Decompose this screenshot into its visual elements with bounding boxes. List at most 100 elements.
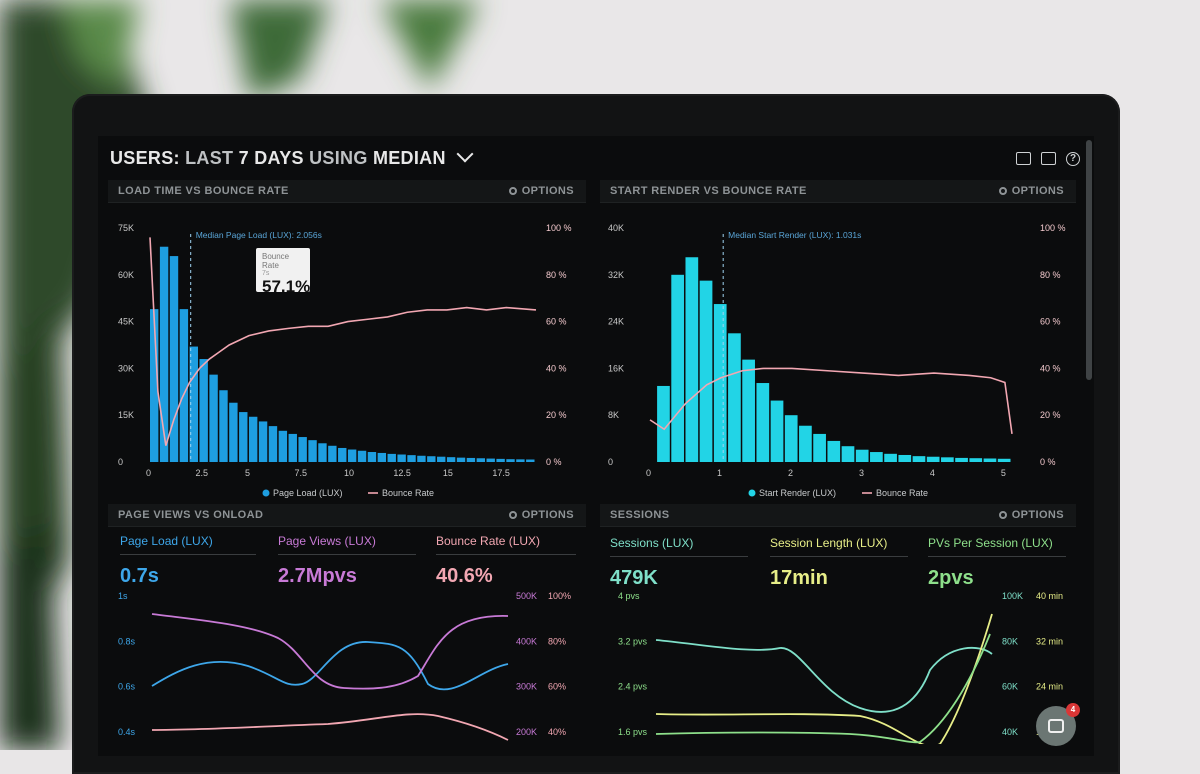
histogram-bar <box>150 309 159 462</box>
y-tick-label: 3.2 pvs <box>618 636 648 646</box>
x-tick-label: 2.5 <box>195 468 208 478</box>
panel-sessions: SESSIONS OPTIONS Sessions (LUX) 479K Ses… <box>600 504 1076 756</box>
y-right-tick-label: 60% <box>548 682 566 692</box>
metric-value: 2.7Mpvs <box>278 565 357 587</box>
options-button[interactable]: OPTIONS <box>508 509 574 521</box>
metric-label: PVs Per Session (LUX) <box>928 536 1066 557</box>
y-tick-label: 30K <box>118 363 134 373</box>
pvs-line <box>655 633 991 744</box>
legend-label-line: Bounce Rate <box>382 488 434 498</box>
y-right-tick-label: 40 min <box>1036 591 1063 601</box>
x-tick-label: 0 <box>646 468 651 478</box>
histogram-bar <box>328 445 337 462</box>
dashboard-screen: USERS: LAST 7 DAYS USING MEDIAN ? LOAD T… <box>98 136 1094 756</box>
y-right-tick-label: 60K <box>1002 682 1018 692</box>
y-tick-label: 0.8s <box>118 636 136 646</box>
chevron-down-icon[interactable] <box>456 145 474 163</box>
legend-label-bars: Start Render (LUX) <box>759 488 836 498</box>
histogram-bar <box>427 456 436 462</box>
y-tick-label: 15K <box>118 410 134 420</box>
histogram-bar <box>870 452 883 462</box>
histogram-bar <box>397 454 406 462</box>
y-tick-label: 4 pvs <box>618 591 640 601</box>
x-tick-label: 1 <box>717 468 722 478</box>
help-icon[interactable]: ? <box>1066 152 1080 166</box>
y-right-tick-label: 0 % <box>1040 457 1056 467</box>
legend-swatch-bars <box>262 489 270 497</box>
histogram-bar <box>713 304 727 462</box>
y-tick-label: 1.6 pvs <box>618 727 648 737</box>
page-views-line <box>151 613 509 690</box>
y-right-tick-label: 100 % <box>1040 223 1066 233</box>
bounce-rate-tooltip: Bounce Rate 7s 57.1% <box>256 248 310 296</box>
histogram-bar <box>486 458 495 462</box>
histogram-bar <box>248 416 258 462</box>
options-button[interactable]: OPTIONS <box>998 509 1064 521</box>
histogram-bar <box>367 452 377 462</box>
x-tick-label: 3 <box>859 468 864 478</box>
dashboard-title[interactable]: USERS: LAST 7 DAYS USING MEDIAN <box>110 145 474 169</box>
metric-value: 479K <box>610 567 658 589</box>
histogram-bar <box>298 437 307 462</box>
title-using-label: USING <box>309 148 368 168</box>
metric-label: Sessions (LUX) <box>610 536 748 557</box>
histogram-bar <box>437 456 446 462</box>
y-right-tick-label: 80K <box>1002 636 1018 646</box>
y-tick-label: 75K <box>118 223 134 233</box>
histogram-bar <box>742 359 755 462</box>
metric-page-views: Page Views (LUX) 2.7Mpvs <box>278 534 416 588</box>
histogram-bar <box>338 447 347 462</box>
y-right-tick-label: 60 % <box>546 317 567 327</box>
y-right-tick-label: 40% <box>548 727 566 737</box>
options-button[interactable]: OPTIONS <box>508 185 574 197</box>
histogram-bar <box>387 453 396 462</box>
y-tick-label: 45K <box>118 317 134 327</box>
histogram-bar <box>969 458 983 462</box>
histogram-bar <box>898 454 912 462</box>
panel-title: LOAD TIME VS BOUNCE RATE <box>118 185 289 197</box>
y-tick-label: 1s <box>118 591 128 601</box>
histogram-bar <box>446 457 456 462</box>
histogram-bar <box>229 402 238 462</box>
histogram-bar <box>288 433 297 462</box>
histogram-bar <box>407 455 416 462</box>
y-right-tick-label: 40 % <box>1040 363 1061 373</box>
sessions-line <box>655 639 993 713</box>
panel-header: PAGE VIEWS VS ONLOAD OPTIONS <box>108 504 586 527</box>
histogram-bar <box>476 458 486 462</box>
metric-value: 0.7s <box>120 565 159 587</box>
options-button[interactable]: OPTIONS <box>998 185 1064 197</box>
options-label: OPTIONS <box>521 509 574 521</box>
gear-icon <box>508 187 517 195</box>
scrollbar[interactable] <box>1086 140 1092 380</box>
bounce-rate-line <box>649 367 1013 435</box>
start-render-chart: 40K 32K 24K 16K 8K 0 100 % 80 % 60 % 40 % 20 % 0 % 0… <box>608 223 1066 498</box>
histogram-bar <box>506 459 515 462</box>
share-icon[interactable] <box>1041 152 1056 165</box>
y-right-tick-label: 0 % <box>546 457 562 467</box>
chat-notification-badge: 4 <box>1066 703 1080 717</box>
monitor-icon[interactable] <box>1016 152 1031 165</box>
histogram-bar <box>199 359 208 462</box>
x-tick-label: 12.5 <box>393 468 411 478</box>
options-label: OPTIONS <box>1011 185 1064 197</box>
x-tick-label: 2 <box>788 468 793 478</box>
panel-load-time: LOAD TIME VS BOUNCE RATE OPTIONS 75K 60K 4… <box>108 180 586 498</box>
histogram-bar <box>169 256 179 462</box>
y-tick-label: 60K <box>118 270 134 280</box>
histogram-bar <box>841 446 855 462</box>
y-right-tick-label: 20 % <box>1040 410 1061 420</box>
title-range-label: LAST <box>185 148 234 168</box>
x-tick-label: 5 <box>1001 468 1006 478</box>
metric-session-length: Session Length (LUX) 17min <box>770 536 908 590</box>
histogram-bar <box>239 412 248 462</box>
y-right-tick-label: 40K <box>1002 727 1018 737</box>
histogram-bar <box>685 257 699 462</box>
y-tick-label: 2.4 pvs <box>618 682 648 692</box>
page-load-line <box>151 641 509 691</box>
histogram-bar <box>813 433 826 462</box>
page-views-chart: 1s 0.8s 0.6s 0.4s 500K 400K 300K 200K 100% 80% 60%… <box>118 591 571 741</box>
y-tick-label: 24K <box>608 317 624 327</box>
histogram-bar <box>159 246 169 462</box>
histogram-bar <box>496 458 505 462</box>
